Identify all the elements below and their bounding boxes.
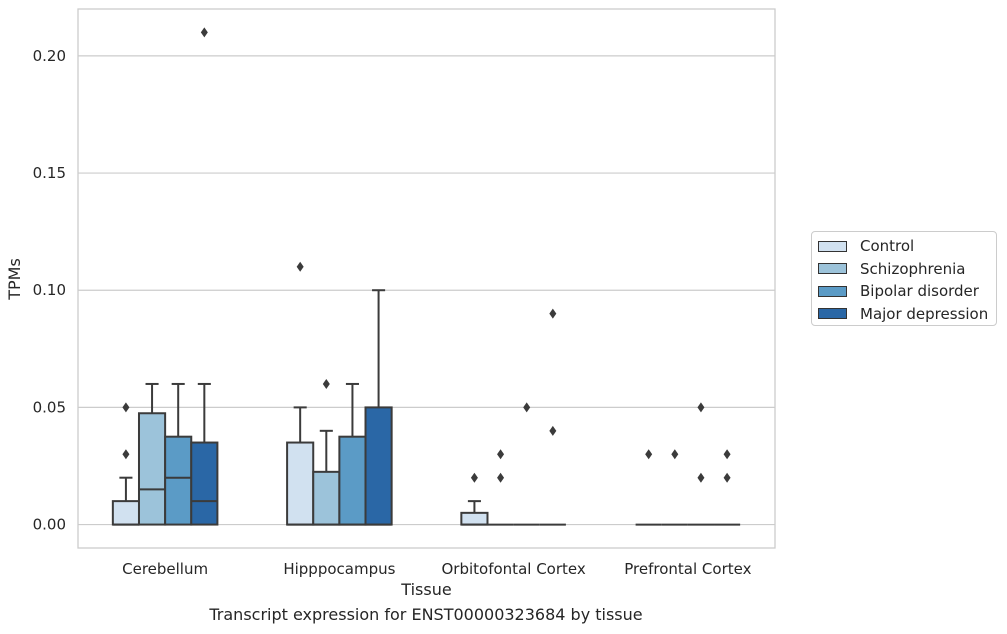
outlier-point: [697, 472, 705, 483]
y-tick-label: 0.20: [33, 47, 66, 65]
box-group: [286, 261, 315, 526]
box-group: [111, 402, 140, 526]
y-tick-label: 0.00: [33, 516, 66, 534]
outlier-point: [723, 449, 731, 460]
outlier-point: [671, 449, 679, 460]
y-axis-label: TPMs: [5, 258, 24, 301]
x-axis-label: Tissue: [400, 580, 451, 599]
legend-swatch: [818, 308, 847, 320]
box-group: [513, 402, 540, 526]
box-group: [338, 382, 367, 526]
box-group: [487, 449, 514, 526]
box-group: [714, 449, 741, 526]
legend-label: Schizophrenia: [860, 259, 966, 278]
outlier-point: [470, 472, 478, 483]
box-iqr: [364, 406, 393, 526]
outlier-point: [122, 402, 130, 413]
legend-item: Bipolar disorder: [818, 280, 996, 303]
box-group: [687, 402, 715, 526]
y-axis-ticks: 0.00 0.05 0.10 0.15 0.20: [33, 47, 66, 534]
outlier-point: [322, 378, 330, 389]
box-iqr: [111, 500, 140, 526]
x-axis-ticks: Cerebellum Hipppocampus Orbitofontal Corte…: [122, 560, 751, 578]
outlier-point: [122, 449, 130, 460]
plot-frame: [77, 8, 776, 549]
box-iqr: [286, 441, 315, 526]
box-iqr: [460, 511, 489, 526]
box-group: [460, 472, 489, 526]
legend-item: Control: [818, 235, 996, 258]
outlier-point: [723, 472, 731, 483]
box-group: [190, 27, 219, 526]
outlier-point: [523, 402, 531, 413]
y-tick-label: 0.15: [33, 164, 66, 182]
box-group: [661, 449, 688, 526]
chart-caption: Transcript expression for ENST0000032368…: [209, 605, 643, 624]
x-tick-label: Prefrontal Cortex: [624, 560, 751, 578]
box-group: [364, 289, 393, 526]
outlier-point: [549, 308, 557, 319]
box-iqr: [137, 412, 167, 526]
box-iqr: [164, 435, 193, 526]
outlier-point: [697, 402, 705, 413]
legend-label: Major depression: [860, 304, 989, 323]
outlier-point: [200, 27, 208, 38]
x-tick-label: Cerebellum: [122, 560, 208, 578]
legend-item: Major depression: [818, 303, 996, 326]
x-tick-label: Hipppocampus: [283, 560, 395, 578]
legend-swatch: [818, 240, 847, 252]
legend-swatch: [818, 263, 847, 275]
box-group: [164, 382, 193, 526]
x-tick-label: Orbitofontal Cortex: [442, 560, 586, 578]
outlier-point: [497, 449, 505, 460]
outlier-point: [497, 472, 505, 483]
box-group: [635, 449, 662, 526]
box-marks: [111, 27, 741, 526]
box-iqr: [190, 441, 219, 526]
legend-item: Schizophrenia: [818, 258, 996, 281]
legend-swatch: [818, 285, 847, 297]
outlier-point: [549, 425, 557, 436]
box-group: [312, 378, 341, 526]
legend-label: Control: [860, 237, 915, 256]
box-group: [539, 308, 566, 526]
chart-legend: Control Schizophrenia Bipolar disorder Majo…: [811, 231, 997, 326]
outlier-point: [296, 261, 304, 272]
box-iqr: [338, 435, 367, 526]
outlier-point: [645, 449, 653, 460]
box-group: [137, 382, 167, 526]
y-tick-label: 0.05: [33, 398, 66, 416]
box-iqr: [312, 470, 341, 526]
y-tick-label: 0.10: [33, 281, 66, 299]
legend-label: Bipolar disorder: [860, 282, 979, 301]
